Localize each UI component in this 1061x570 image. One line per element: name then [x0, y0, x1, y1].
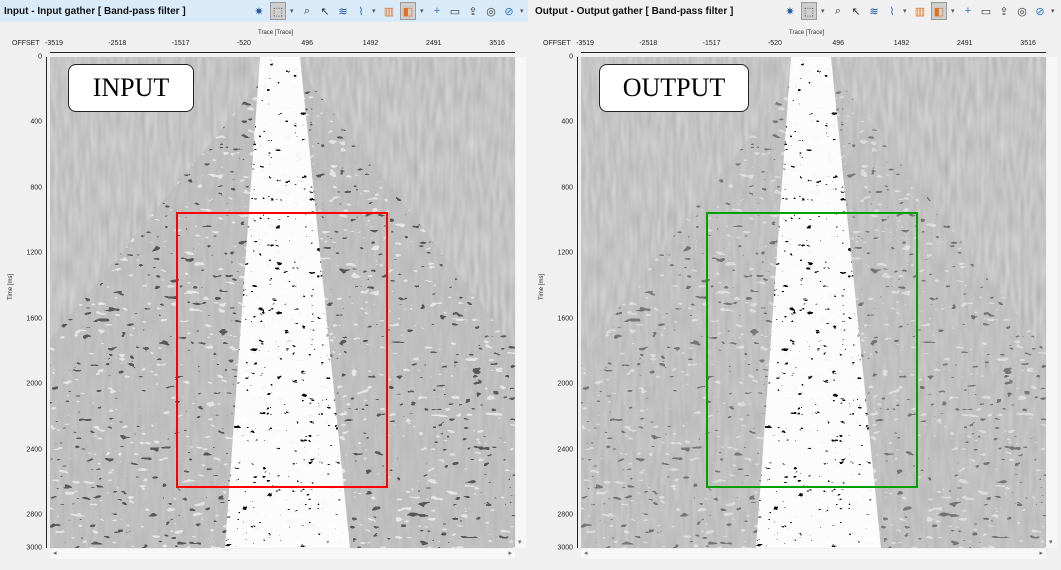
panel-title: Output - Output gather [ Band-pass filte… [535, 5, 734, 17]
input-panel: Input - Input gather [ Band-pass filter … [0, 0, 528, 570]
x-tick-label: -520 [236, 40, 251, 47]
y-tick-label: 2800 [26, 511, 42, 519]
gear-icon[interactable]: ✷ [254, 5, 264, 18]
gear-icon[interactable]: ✷ [785, 5, 795, 18]
highlight-box [176, 212, 388, 488]
panel-titlebar: Output - Output gather [ Band-pass filte… [531, 0, 1059, 22]
zoom-icon[interactable]: ⌕ [834, 4, 842, 17]
select-region-dropdown[interactable]: ▾ [821, 8, 825, 15]
x-tick-label: -3519 [576, 40, 594, 47]
y-tick-label: 1200 [26, 249, 42, 257]
zoom-icon[interactable]: ⌕ [303, 4, 311, 17]
x-axis [50, 52, 515, 58]
x-tick-label: -1517 [702, 40, 721, 47]
pointer-icon[interactable]: ↖ [851, 5, 861, 18]
y-axis [46, 57, 51, 548]
seismic-gather-plot[interactable] [581, 57, 1046, 548]
toolbar: ✷ ⬚ ▾ ⌕ ↖ ≋ ⌇ ▾ ▥ ◧ ▾ + ▭ ⇪ ◎ ⊘ ▾ [252, 2, 526, 20]
y-tick-label: 2400 [557, 446, 573, 454]
display-mode-icon[interactable]: ◧ [400, 2, 416, 20]
panel-label-box: OUTPUT [599, 64, 749, 112]
x-tick-label: -2518 [108, 40, 127, 47]
y-tick-label: 1600 [26, 315, 42, 323]
compass-icon[interactable]: ⊘ [504, 5, 514, 18]
x-axis-title: Trace [Trace] [258, 30, 294, 36]
highlight-box [706, 212, 918, 488]
wiggle-dropdown[interactable]: ▾ [903, 8, 907, 15]
y-tick-label: 1200 [557, 249, 573, 257]
compass-icon[interactable]: ⊘ [1035, 5, 1045, 18]
wiggle-icon[interactable]: ⌇ [889, 5, 895, 18]
seismic-gather-plot[interactable] [50, 57, 515, 548]
panel-title: Input - Input gather [ Band-pass filter … [4, 5, 186, 17]
pointer-icon[interactable]: ↖ [320, 5, 330, 18]
y-axis [577, 57, 582, 548]
select-region-dropdown[interactable]: ▾ [290, 8, 294, 15]
output-panel: Output - Output gather [ Band-pass filte… [531, 0, 1059, 570]
x-tick-label: 1492 [893, 40, 910, 47]
display-mode-dropdown[interactable]: ▾ [951, 8, 955, 15]
y-tick-label: 3000 [26, 544, 42, 552]
layers-icon[interactable]: ≋ [338, 5, 348, 18]
wiggle-icon[interactable]: ⌇ [358, 5, 364, 18]
y-tick-label: 800 [30, 184, 42, 192]
y-tick-label: 2400 [26, 446, 42, 454]
x-tick-label: 3516 [489, 40, 505, 47]
y-tick-label: 800 [561, 184, 573, 192]
vertical-scrollbar[interactable]: ▾ [1047, 57, 1057, 548]
crosshair-icon[interactable]: + [433, 5, 441, 17]
y-tick-label: 1600 [557, 315, 573, 323]
x-tick-label: -3519 [45, 40, 63, 47]
y-axis-title: Time [ms] [539, 273, 545, 300]
y-tick-label: 400 [30, 118, 42, 126]
colorbar-icon[interactable]: ▥ [383, 5, 395, 18]
x-tick-label: 496 [832, 40, 845, 47]
x-tick-label: -2518 [639, 40, 658, 47]
crosshair-icon[interactable]: + [964, 5, 972, 17]
compass-dropdown[interactable]: ▾ [520, 8, 524, 15]
display-mode-dropdown[interactable]: ▾ [420, 8, 424, 15]
comment-icon[interactable]: ▭ [980, 5, 992, 18]
toolbar: ✷ ⬚ ▾ ⌕ ↖ ≋ ⌇ ▾ ▥ ◧ ▾ + ▭ ⇪ ◎ ⊘ ▾ [783, 2, 1057, 20]
inspect-icon[interactable]: ◎ [486, 5, 496, 18]
x-tick-label: 3516 [1020, 40, 1036, 47]
layers-icon[interactable]: ≋ [869, 5, 879, 18]
colorbar-icon[interactable]: ▥ [914, 5, 926, 18]
vertical-scrollbar[interactable]: ▾ [516, 57, 526, 548]
y-tick-label: 2000 [26, 380, 42, 388]
x-axis [581, 52, 1046, 58]
y-tick-label: 2800 [557, 511, 573, 519]
x-tick-label: -520 [767, 40, 782, 47]
y-tick-label: 400 [561, 118, 573, 126]
offset-key-label: OFFSET [543, 40, 571, 47]
inspect-icon[interactable]: ◎ [1017, 5, 1027, 18]
select-region-icon[interactable]: ⬚ [801, 2, 817, 20]
y-tick-label: 0 [38, 53, 42, 61]
wiggle-dropdown[interactable]: ▾ [372, 8, 376, 15]
x-tick-label: 1492 [362, 40, 379, 47]
x-tick-label: 496 [301, 40, 314, 47]
y-tick-label: 2000 [557, 380, 573, 388]
panel-label-box: INPUT [68, 64, 194, 112]
offset-key-label: OFFSET [12, 40, 40, 47]
y-tick-label: 0 [569, 53, 573, 61]
comment-icon[interactable]: ▭ [449, 5, 461, 18]
x-tick-label: -1517 [171, 40, 190, 47]
select-region-icon[interactable]: ⬚ [270, 2, 286, 20]
horizontal-scrollbar[interactable]: ◂ ▸ [581, 549, 1046, 559]
export-icon[interactable]: ⇪ [999, 5, 1009, 18]
panel-titlebar: Input - Input gather [ Band-pass filter … [0, 0, 528, 22]
y-axis-title: Time [ms] [8, 273, 14, 300]
compass-dropdown[interactable]: ▾ [1051, 8, 1055, 15]
export-icon[interactable]: ⇪ [468, 5, 478, 18]
horizontal-scrollbar[interactable]: ◂ ▸ [50, 549, 515, 559]
display-mode-icon[interactable]: ◧ [931, 2, 947, 20]
y-tick-label: 3000 [557, 544, 573, 552]
x-axis-title: Trace [Trace] [789, 30, 825, 36]
x-tick-label: 2491 [426, 40, 442, 47]
x-tick-label: 2491 [957, 40, 973, 47]
